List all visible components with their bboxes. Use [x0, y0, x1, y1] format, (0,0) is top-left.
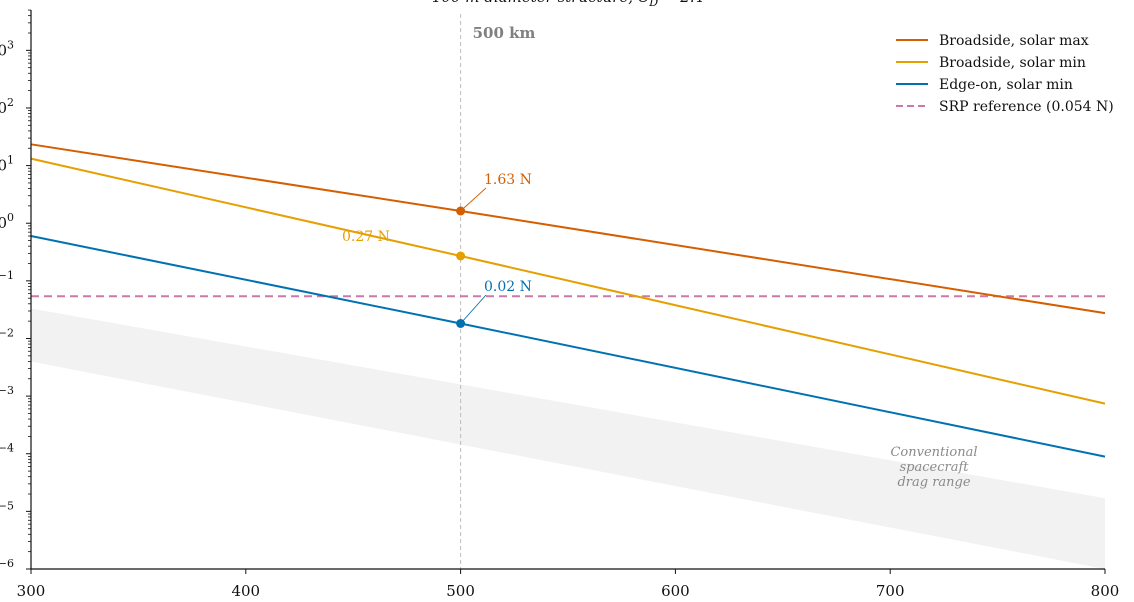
- x-tick-label-1: 400: [231, 582, 260, 600]
- y-tick-label-3: 100: [0, 211, 14, 232]
- x-tick-label-5: 800: [1091, 582, 1120, 600]
- legend-label-2: Edge-on, solar min: [939, 77, 1073, 93]
- y-tick-label-9: 10−6: [0, 557, 14, 578]
- x-tick-label-2: 500: [446, 582, 475, 600]
- x-tick-label-4: 700: [876, 582, 905, 600]
- legend-label-3: SRP reference (0.054 N): [939, 99, 1114, 115]
- legend-label-0: Broadside, solar max: [939, 33, 1089, 49]
- drag-range-band-layer: Conventional spacecraft drag range: [31, 308, 1105, 569]
- vertical-marker-layer: 500 km: [460, 14, 536, 569]
- chart-title: 100 m diameter structure, CD = 2.4: [432, 0, 704, 9]
- y-tick-label-7: 10−4: [0, 442, 14, 463]
- annotation-label-0: 1.63 N: [484, 172, 532, 188]
- y-tick-label-8: 10−5: [0, 499, 14, 520]
- annotation-leader-2: [460, 294, 487, 324]
- annotation-leader-0: [460, 187, 487, 212]
- y-tick-label-6: 10−3: [0, 384, 14, 405]
- vertical-marker-label: 500 km: [473, 24, 536, 42]
- annotation-layer: 1.63 N 0.27 N 0.02 N: [342, 172, 532, 328]
- legend: Broadside, solar max Broadside, solar min…: [896, 33, 1114, 115]
- data-point-1: [456, 251, 466, 261]
- y-tick-label-2: 101: [0, 154, 14, 175]
- drag-range-band: [31, 308, 1105, 569]
- data-point-2: [456, 318, 466, 328]
- x-tick-label-3: 600: [661, 582, 690, 600]
- x-tick-label-0: 300: [17, 582, 46, 600]
- annotation-label-1: 0.27 N: [342, 229, 390, 245]
- annotation-label-2: 0.02 N: [484, 279, 532, 295]
- data-point-0: [456, 206, 466, 216]
- legend-label-1: Broadside, solar min: [939, 55, 1086, 71]
- y-tick-label-5: 10−2: [0, 326, 14, 347]
- drag-range-label: Conventional spacecraft drag range: [890, 445, 977, 490]
- y-tick-label-0: 103: [0, 38, 14, 59]
- series-line-0: [30, 143, 1106, 315]
- y-tick-label-4: 10−1: [0, 269, 14, 290]
- y-tick-label-1: 102: [0, 96, 14, 117]
